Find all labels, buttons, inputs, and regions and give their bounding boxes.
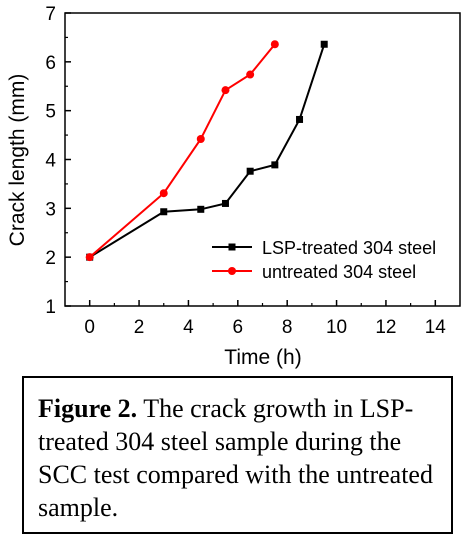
legend-marker (228, 243, 236, 251)
y-tick-label: 1 (45, 297, 56, 318)
data-point (246, 70, 255, 79)
x-tick-label: 8 (282, 317, 293, 338)
x-tick-label: 0 (84, 317, 95, 338)
figure-caption: Figure 2. The crack growth in LSP-treate… (22, 376, 453, 534)
data-point (197, 205, 205, 213)
legend-item-1: LSP-treated 304 steel (212, 238, 436, 258)
x-axis-label: Time (h) (224, 346, 301, 369)
data-point (221, 199, 229, 207)
legend-label: LSP-treated 304 steel (262, 238, 436, 258)
series-2 (85, 40, 279, 262)
data-point (270, 40, 279, 49)
data-point (85, 253, 94, 262)
data-point (296, 115, 304, 123)
data-point (221, 86, 230, 95)
x-tick-label: 2 (134, 317, 145, 338)
x-tick-label: 4 (183, 317, 194, 338)
y-tick-label: 6 (45, 53, 56, 74)
data-point (196, 134, 205, 143)
x-tick-label: 10 (326, 317, 347, 338)
legend-label: untreated 304 steel (262, 262, 416, 282)
y-axis-label: Crack length (mm) (6, 74, 29, 247)
y-tick-label: 2 (45, 248, 56, 269)
caption-label: Figure 2. (38, 394, 138, 423)
x-tick-label: 12 (375, 317, 396, 338)
legend-marker (228, 267, 236, 275)
y-tick-label: 4 (45, 151, 56, 172)
series-line (89, 43, 276, 258)
legend-item-2: untreated 304 steel (212, 262, 416, 282)
series-line (89, 43, 326, 259)
x-tick-label: 6 (233, 317, 244, 338)
caption-text: The crack growth in LSP-treated 304 stee… (38, 394, 433, 522)
data-point (271, 161, 279, 169)
y-tick-label: 7 (45, 4, 56, 25)
data-point (160, 208, 168, 216)
y-tick-label: 3 (45, 199, 56, 220)
x-tick-label: 14 (425, 317, 447, 338)
data-point (159, 189, 168, 198)
data-point (246, 167, 254, 175)
y-tick-label: 5 (45, 102, 56, 123)
data-point (320, 40, 328, 48)
